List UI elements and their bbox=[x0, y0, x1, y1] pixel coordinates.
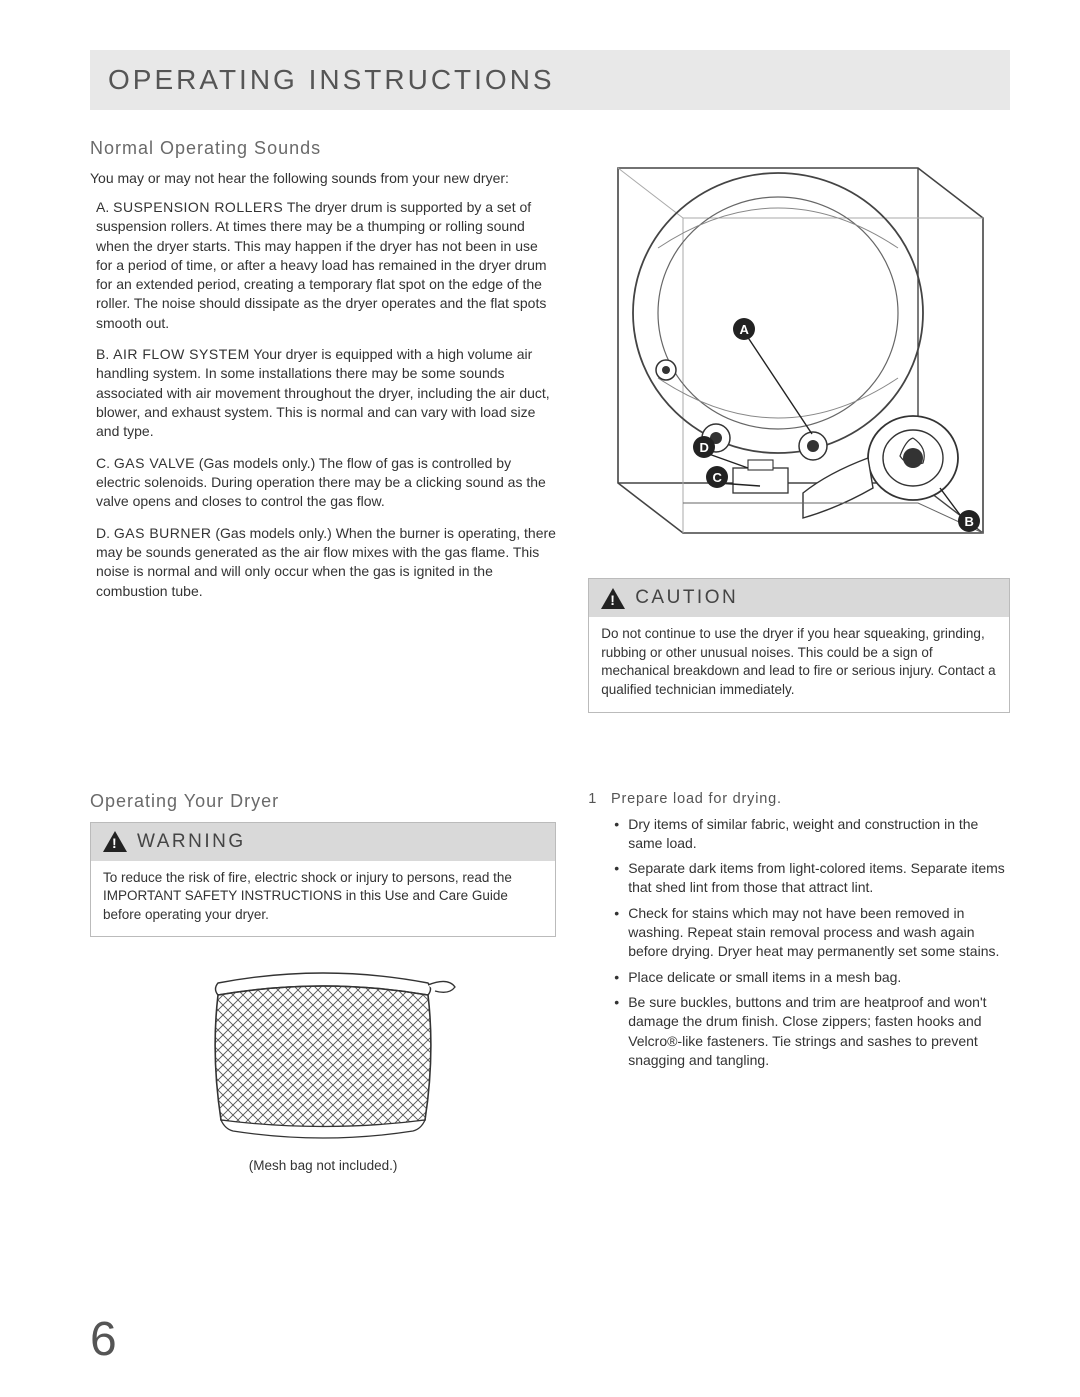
step-1-bullets: Dry items of similar fabric, weight and … bbox=[588, 815, 1010, 1071]
bullet-item: Check for stains which may not have been… bbox=[614, 904, 1010, 962]
operating-heading: Operating Your Dryer bbox=[90, 791, 556, 812]
step-1-heading: 1 Prepare load for drying. bbox=[588, 791, 1010, 807]
caution-body: Do not continue to use the dryer if you … bbox=[589, 617, 1009, 712]
warning-triangle-icon bbox=[103, 831, 127, 852]
step-title: Prepare load for drying. bbox=[611, 791, 782, 807]
sounds-item-d: D. GAS BURNER (Gas models only.) When th… bbox=[96, 524, 556, 601]
warning-box: WARNING To reduce the risk of fire, elec… bbox=[90, 822, 556, 938]
bullet-item: Place delicate or small items in a mesh … bbox=[614, 968, 1010, 987]
warning-body: To reduce the risk of fire, electric sho… bbox=[91, 861, 555, 937]
item-letter: C. bbox=[96, 455, 110, 471]
caution-box: CAUTION Do not continue to use the dryer… bbox=[588, 578, 1010, 713]
sounds-item-a: A. SUSPENSION ROLLERS The dryer drum is … bbox=[96, 198, 556, 333]
sounds-intro: You may or may not hear the following so… bbox=[90, 169, 556, 188]
caution-title: CAUTION bbox=[635, 587, 738, 609]
sounds-heading: Normal Operating Sounds bbox=[90, 138, 556, 159]
sounds-item-c: C. GAS VALVE (Gas models only.) The flow… bbox=[96, 454, 556, 512]
section-header: OPERATING INSTRUCTIONS bbox=[90, 50, 1010, 110]
item-label: AIR FLOW SYSTEM bbox=[113, 346, 250, 362]
item-text: The dryer drum is supported by a set of … bbox=[96, 199, 547, 331]
bullet-item: Separate dark items from light-colored i… bbox=[614, 859, 1010, 898]
bullet-item: Be sure buckles, buttons and trim are he… bbox=[614, 993, 1010, 1070]
page-number: 6 bbox=[90, 1312, 117, 1367]
item-label: GAS BURNER bbox=[114, 525, 212, 541]
bullet-item: Dry items of similar fabric, weight and … bbox=[614, 815, 1010, 854]
sounds-item-b: B. AIR FLOW SYSTEM Your dryer is equippe… bbox=[96, 345, 556, 442]
item-label: SUSPENSION ROLLERS bbox=[113, 199, 283, 215]
mesh-bag-illustration: (Mesh bag not included.) bbox=[90, 955, 556, 1173]
sounds-list: A. SUSPENSION ROLLERS The dryer drum is … bbox=[90, 198, 556, 601]
warning-title: WARNING bbox=[137, 831, 246, 853]
item-letter: A. bbox=[96, 199, 109, 215]
step-number: 1 bbox=[588, 791, 606, 807]
dryer-diagram: A D C B bbox=[588, 138, 1010, 558]
item-label: GAS VALVE bbox=[114, 455, 195, 471]
item-letter: D. bbox=[96, 525, 110, 541]
item-letter: B. bbox=[96, 346, 109, 362]
warning-triangle-icon bbox=[601, 588, 625, 609]
mesh-caption: (Mesh bag not included.) bbox=[90, 1158, 556, 1173]
